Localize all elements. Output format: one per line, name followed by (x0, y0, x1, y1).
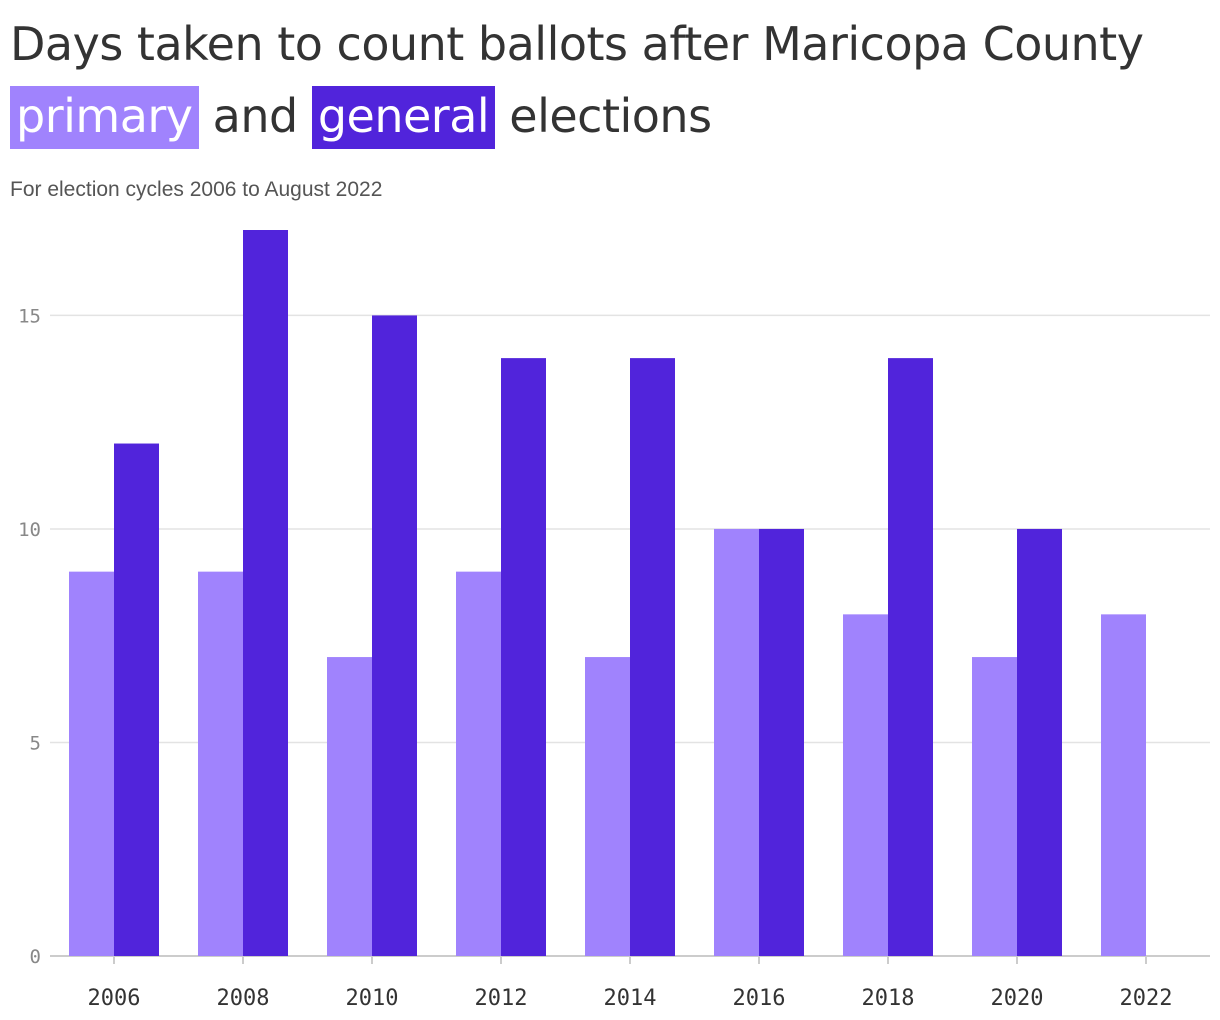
x-tick-label: 2016 (733, 986, 786, 1011)
chart-title: Days taken to count ballots after Marico… (10, 8, 1215, 152)
y-tick-label: 5 (30, 732, 41, 754)
x-tick-label: 2012 (475, 986, 528, 1011)
bar-general-2012 (501, 358, 546, 956)
title-line-1: Days taken to count ballots after Marico… (10, 17, 1144, 71)
bar-general-2010 (372, 315, 417, 957)
chart-subtitle: For election cycles 2006 to August 2022 (10, 178, 383, 201)
bar-general-2016 (759, 528, 804, 956)
x-tick-label: 2010 (346, 986, 399, 1011)
bar-primary-2018 (843, 614, 888, 956)
title-elections: elections (509, 89, 712, 143)
legend-general-label: general (311, 86, 496, 149)
bar-primary-2012 (456, 571, 501, 956)
bar-primary-2022 (1101, 614, 1146, 956)
x-tick-label: 2018 (862, 986, 915, 1011)
x-tick-label: 2022 (1120, 986, 1173, 1011)
bar-general-2018 (888, 358, 933, 956)
x-tick-label: 2006 (88, 986, 141, 1011)
title-line-2: primary and general elections (10, 80, 1215, 152)
bar-general-2008 (243, 230, 288, 956)
y-tick-label: 0 (30, 946, 41, 968)
x-tick-label: 2020 (991, 986, 1044, 1011)
bar-general-2006 (114, 443, 159, 956)
x-tick-label: 2014 (604, 986, 657, 1011)
title-and: and (212, 89, 299, 143)
x-tick-label: 2008 (217, 986, 270, 1011)
bar-general-2014 (630, 358, 675, 956)
bar-primary-2020 (972, 657, 1017, 956)
bar-primary-2006 (69, 571, 114, 956)
bar-primary-2008 (198, 571, 243, 956)
bar-primary-2016 (714, 528, 759, 956)
y-tick-label: 10 (18, 519, 41, 541)
legend-primary-label: primary (10, 86, 199, 149)
bar-primary-2014 (585, 657, 630, 956)
bar-general-2020 (1017, 528, 1062, 956)
bar-primary-2010 (327, 657, 372, 956)
y-tick-label: 15 (18, 305, 41, 327)
